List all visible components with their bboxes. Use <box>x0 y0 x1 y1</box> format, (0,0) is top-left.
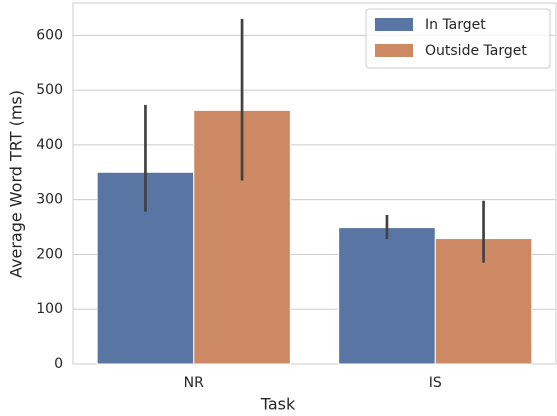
legend-swatch <box>375 44 413 57</box>
x-axis-label: Task <box>260 395 296 414</box>
y-tick-label: 400 <box>36 137 63 153</box>
y-tick-label: 0 <box>54 356 63 372</box>
y-tick-label: 200 <box>36 246 63 262</box>
y-axis-label: Average Word TRT (ms) <box>7 90 26 278</box>
x-tick-label: IS <box>429 375 442 391</box>
legend-label: Outside Target <box>425 43 527 59</box>
bar <box>338 227 436 365</box>
y-tick-label: 600 <box>36 27 63 43</box>
y-tick-label: 100 <box>36 301 63 317</box>
y-tick-label: 300 <box>36 192 63 208</box>
y-tick-label: 500 <box>36 82 63 98</box>
x-tick-label: NR <box>184 375 204 391</box>
legend-label: In Target <box>425 17 486 33</box>
legend-swatch <box>375 18 413 31</box>
